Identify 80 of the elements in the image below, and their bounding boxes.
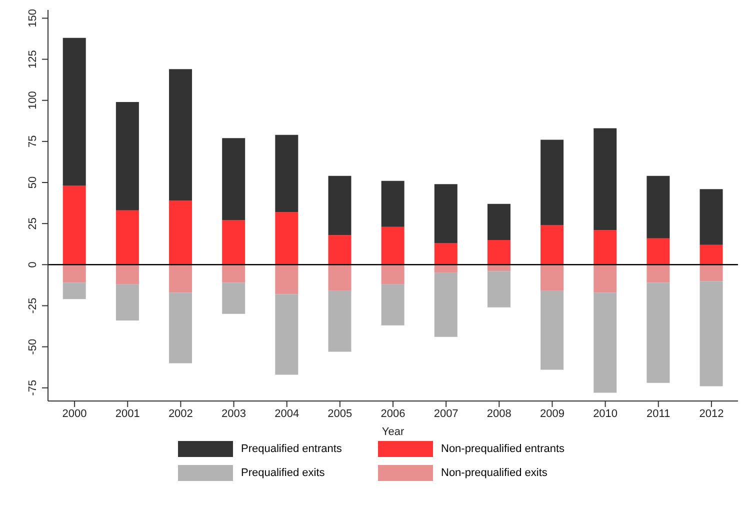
bar: [169, 200, 192, 265]
bar: [434, 243, 458, 265]
bar: [381, 180, 404, 227]
bar: [328, 176, 352, 236]
bar: [540, 140, 564, 226]
bar: [646, 176, 670, 238]
y-tick-label: 150: [27, 9, 39, 28]
bar: [700, 244, 723, 265]
bar: [594, 292, 617, 393]
bar: [434, 264, 458, 273]
y-tick-label: 25: [27, 217, 39, 230]
bar: [646, 264, 670, 283]
bar: [328, 264, 352, 291]
x-tick-label: 2012: [699, 408, 724, 420]
bar: [434, 272, 458, 337]
bar: [275, 212, 298, 265]
bar: [646, 282, 670, 383]
bar: [116, 284, 139, 320]
x-tick-label: 2002: [168, 408, 193, 420]
bar: [222, 138, 246, 220]
bar: [62, 282, 86, 300]
y-tick-label: -50: [27, 338, 39, 355]
bar: [62, 186, 86, 265]
bar: [222, 220, 246, 265]
bar: [222, 282, 246, 314]
x-tick-label: 2000: [62, 408, 87, 420]
y-tick-label: 50: [27, 176, 39, 189]
bar: [275, 294, 298, 375]
bar: [381, 284, 404, 326]
bar: [540, 290, 564, 370]
bar: [700, 281, 723, 386]
bar: [594, 230, 617, 265]
bar: [700, 189, 723, 245]
bar: [594, 264, 617, 293]
bar: [328, 235, 352, 265]
bar: [487, 240, 510, 265]
bar: [487, 271, 510, 308]
x-tick-label: 2011: [646, 408, 670, 420]
bar: [328, 290, 352, 352]
bar: [62, 264, 86, 283]
bar: [275, 264, 298, 294]
bar: [116, 264, 139, 284]
bar: [169, 69, 192, 201]
y-tick-label: -75: [27, 380, 39, 396]
x-tick-label: 2005: [328, 408, 352, 420]
bar: [62, 38, 86, 186]
bar: [594, 128, 617, 230]
bar: [487, 204, 510, 240]
x-axis-title: Year: [382, 426, 404, 438]
bar: [169, 292, 192, 364]
bar: [222, 264, 246, 283]
x-tick-label: 2004: [274, 408, 300, 420]
bar: [487, 264, 510, 272]
bar: [434, 184, 458, 244]
y-tick-label: 75: [27, 135, 39, 148]
x-tick-label: 2003: [222, 408, 246, 420]
y-tick-label: 0: [27, 262, 39, 268]
bar: [381, 226, 404, 265]
y-tick-label: -25: [27, 298, 39, 314]
bar: [646, 238, 670, 265]
bar: [169, 264, 192, 293]
y-tick-label: 100: [27, 91, 39, 110]
legend-label: Non-prequalified entrants: [441, 443, 565, 455]
bar: [381, 264, 404, 284]
bar: [275, 134, 298, 212]
x-tick-label: 2006: [380, 408, 406, 420]
y-tick-label: 125: [27, 50, 39, 68]
legend-label: Non-prequalified exits: [441, 467, 548, 479]
x-tick-label: 2008: [486, 408, 512, 420]
bar: [700, 264, 723, 282]
x-tick-label: 2010: [593, 408, 618, 420]
x-tick-label: 2007: [434, 408, 458, 420]
x-tick-label: 2009: [540, 408, 564, 420]
legend-label: Prequalified entrants: [241, 443, 342, 455]
bar: [116, 210, 139, 265]
legend-label: Prequalified exits: [241, 467, 325, 479]
bar: [116, 102, 139, 210]
bar: [540, 225, 564, 265]
bar: [540, 264, 564, 291]
x-tick-label: 2001: [115, 408, 140, 420]
